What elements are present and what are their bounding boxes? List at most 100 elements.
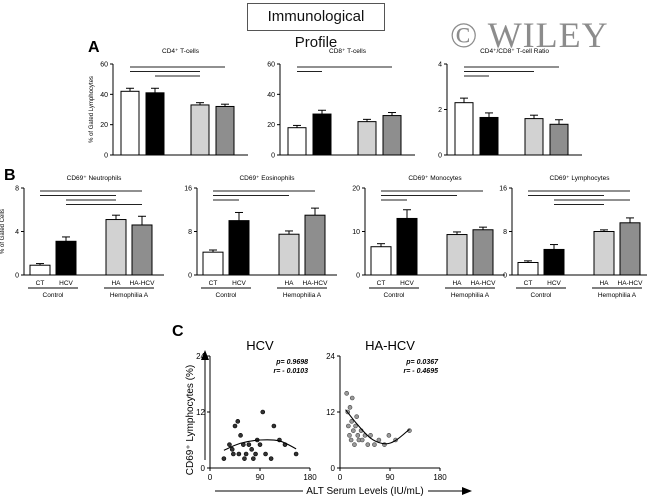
scatter-y-arrow-head: [201, 350, 209, 360]
fit-curve: [345, 409, 410, 445]
data-point: [386, 433, 392, 438]
x-tick-label: 180: [303, 473, 317, 482]
chart-hahcv-scatter: HA-HCV 0 12 24 0 90 180 p= 0.0367 r= - 0.4695: [326, 338, 447, 482]
data-point: [352, 442, 357, 447]
panel-letter-a: A: [88, 39, 100, 56]
figure-title: Immunological Profile: [247, 3, 385, 51]
chart-cd4-cd8-ratio: CD4⁺/CD8⁺ T-cell Ratio 0 2 4: [438, 48, 582, 160]
bar-ha: [524, 118, 544, 156]
bar-ct: [454, 102, 474, 156]
y-tick-label: 40: [267, 92, 275, 99]
bar-ha-hcv: [131, 224, 153, 276]
y-tick-label: 8: [503, 229, 507, 236]
x-tick-label: 90: [386, 473, 395, 482]
x-category-label: HA-HCV: [130, 280, 156, 287]
panel-letter-c: C: [172, 323, 184, 340]
bar-ha-hcv: [549, 123, 569, 156]
scatter-y-axis-label: CD69⁺ Lymphocytes (%): [185, 365, 196, 476]
chart-title: CD69⁺ Monocytes: [408, 175, 462, 182]
chart-cd69-neutrophils: CD69⁺ Neutrophils 0 4 8 % of Gated Cells CT HC…: [0, 175, 164, 299]
data-point: [251, 456, 256, 461]
data-point: [221, 456, 227, 461]
x-category-label: HA: [284, 280, 294, 287]
y-tick-label: 0: [438, 153, 442, 160]
stat-label: p= 0.0367: [405, 359, 439, 366]
bar-ha: [190, 104, 210, 156]
y-axis-label: % of Gated Cells: [0, 209, 6, 254]
y-tick-label: 0: [356, 273, 360, 280]
data-point: [348, 437, 354, 443]
bar-hcv: [228, 220, 250, 276]
x-tick-label: 0: [208, 473, 213, 482]
bar-ha-hcv: [382, 115, 402, 156]
data-point: [376, 437, 382, 443]
data-point: [354, 414, 359, 419]
bar-hcv: [312, 113, 332, 156]
stat-label: p= 0.9698: [275, 359, 308, 366]
fit-curve: [223, 439, 297, 451]
y-tick-label: 60: [267, 62, 275, 69]
data-point: [243, 451, 249, 457]
scatter-x-axis-label: ALT Serum Levels (IU/mL): [306, 486, 423, 497]
y-tick-label: 16: [184, 186, 192, 193]
chart-cd69-monocytes: CD69⁺ Monocytes 0 10 20 CT HCV HA HA-HCV Control…: [352, 175, 505, 299]
y-tick-label: 10: [352, 229, 360, 236]
bar-hcv: [55, 240, 77, 276]
bar-hcv: [145, 92, 165, 156]
x-tick-label: 0: [338, 473, 343, 482]
scatter-x-arrow-head: [462, 487, 472, 495]
bar-ct: [287, 127, 307, 156]
data-point: [271, 423, 277, 429]
x-category-label: CT: [209, 280, 218, 287]
x-category-label: HCV: [232, 280, 246, 287]
bar-ha: [446, 234, 468, 276]
y-tick-label: 4: [15, 229, 19, 236]
chart-title: HCV: [246, 338, 274, 353]
data-point: [242, 456, 247, 461]
chart-title: CD69⁺ Eosinophils: [239, 175, 295, 182]
data-point: [346, 423, 351, 429]
y-tick-label: 60: [100, 62, 108, 69]
chart-title: CD4⁺/CD8⁺ T-cell Ratio: [480, 48, 549, 55]
chart-title: CD69⁺ Lymphocytes: [550, 175, 611, 182]
y-tick-label: 8: [188, 229, 192, 236]
data-point: [260, 409, 266, 415]
y-tick-label: 24: [326, 352, 335, 361]
y-tick-label: 20: [100, 122, 108, 129]
data-point: [249, 447, 254, 452]
chart-title: CD8⁺ T-cells: [329, 48, 367, 55]
y-tick-label: 0: [271, 153, 275, 160]
group-label: Control: [216, 292, 238, 299]
data-point: [368, 433, 373, 438]
bar-ct: [517, 261, 539, 276]
bar-hcv: [543, 248, 565, 276]
data-point: [359, 437, 365, 443]
data-point: [365, 442, 371, 447]
group-label: Hemophilia A: [451, 292, 490, 299]
chart-hcv-scatter: HCV 0 12 24 0 90 180 p= 0.9698 r= - 0.0103: [196, 338, 317, 482]
bar-ct: [120, 90, 140, 156]
data-point: [347, 433, 352, 438]
x-category-label: CT: [377, 280, 386, 287]
data-point: [349, 419, 354, 424]
bar-ct: [202, 251, 224, 276]
chart-cd69-lymphocytes: CD69⁺ Lymphocytes 0 8 16 CT HCV HA HA-HCV Contro…: [499, 175, 647, 299]
data-point: [229, 447, 235, 452]
bar-ct: [370, 246, 392, 276]
x-category-label: HA-HCV: [303, 280, 329, 287]
data-point: [257, 442, 263, 447]
data-point: [253, 451, 258, 457]
bar-ha-hcv: [304, 214, 326, 276]
x-category-label: HA: [599, 280, 609, 287]
data-point: [246, 442, 252, 447]
x-tick-label: 180: [433, 473, 447, 482]
bar-ha: [357, 121, 377, 156]
bar-hcv: [396, 217, 418, 276]
y-tick-label: 40: [100, 92, 108, 99]
x-category-label: CT: [524, 280, 533, 287]
y-tick-label: 0: [104, 153, 108, 160]
data-point: [293, 451, 299, 457]
group-label: Hemophilia A: [598, 292, 637, 299]
